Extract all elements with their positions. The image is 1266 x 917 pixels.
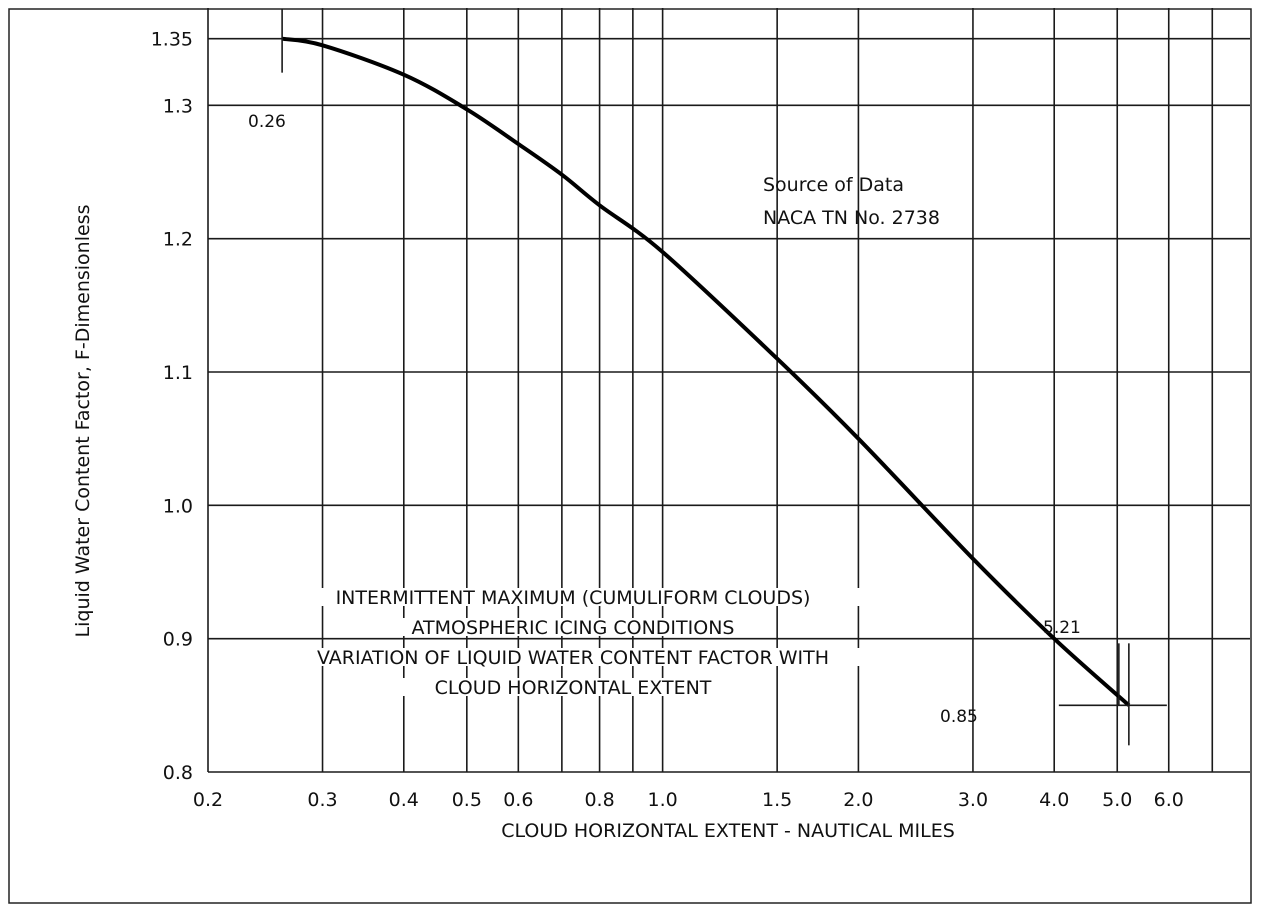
source-note-line1: Source of Data: [763, 174, 904, 196]
figure-border: [8, 8, 1252, 904]
caption-line-3: VARIATION OF LIQUID WATER CONTENT FACTOR…: [317, 647, 829, 669]
y-axis-title: Liquid Water Content Factor, F-Dimension…: [72, 205, 94, 638]
endpoint-markers: [281, 8, 1167, 746]
x-tick-label: 0.3: [307, 789, 337, 811]
x-tick-label: 1.5: [762, 789, 792, 811]
caption-line-4: CLOUD HORIZONTAL EXTENT: [435, 677, 712, 699]
caption-line-1: INTERMITTENT MAXIMUM (CUMULIFORM CLOUDS): [336, 587, 811, 609]
x-tick-label: 0.2: [193, 789, 223, 811]
y-tick-label: 1.2: [163, 229, 193, 251]
x-tick-label: 0.4: [389, 789, 419, 811]
y-tick-label: 1.35: [151, 29, 193, 51]
y-tick-label: 0.9: [163, 629, 193, 651]
y-tick-label: 1.1: [163, 362, 193, 384]
y-tick-label: 0.8: [163, 762, 193, 784]
caption-line-2: ATMOSPHERIC ICING CONDITIONS: [412, 617, 735, 639]
x-axis-title: CLOUD HORIZONTAL EXTENT - NAUTICAL MILES: [501, 820, 955, 842]
y-gridlines: [208, 37, 1250, 640]
y-tick-labels: 1.35 1.3 1.2 1.1 1.0 0.9 0.8: [151, 29, 193, 784]
x-tick-label: 3.0: [958, 789, 988, 811]
end-y-annotation: 0.85: [940, 707, 978, 727]
x-tick-label: 6.0: [1154, 789, 1184, 811]
x-tick-label: 4.0: [1039, 789, 1069, 811]
series-line: [281, 36, 1131, 707]
source-note-line2: NACA TN No. 2738: [763, 207, 940, 229]
caption-block: INTERMITTENT MAXIMUM (CUMULIFORM CLOUDS)…: [230, 587, 906, 699]
x-tick-label: 1.0: [648, 789, 678, 811]
x-tick-label: 0.5: [452, 789, 482, 811]
y-tick-label: 1.3: [163, 95, 193, 117]
x-tick-label: 0.6: [503, 789, 533, 811]
x-tick-labels: 0.2 0.3 0.4 0.5 0.6 0.8 1.0 1.5 2.0 3.0 4.0 5.0 6.0: [193, 789, 1184, 811]
end-x-annotation: 5.21: [1043, 618, 1081, 638]
x-gridlines: [321, 8, 1214, 772]
x-tick-label: 2.0: [843, 789, 873, 811]
x-tick-label: 0.8: [584, 789, 614, 811]
x-tick-label: 5.0: [1102, 789, 1132, 811]
y-tick-label: 1.0: [163, 495, 193, 517]
start-x-annotation: 0.26: [248, 112, 286, 132]
